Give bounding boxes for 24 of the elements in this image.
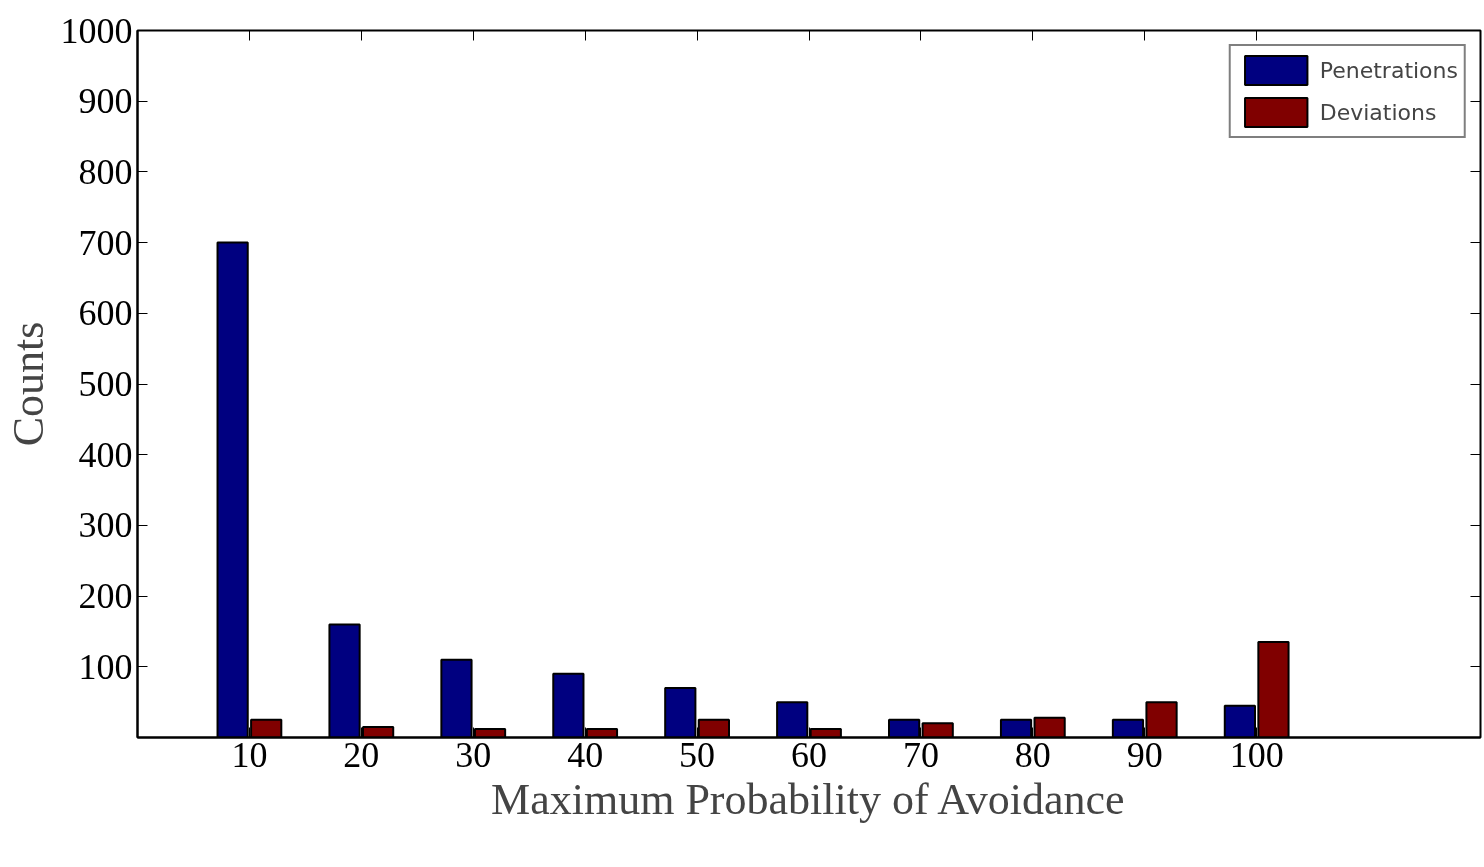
y-tick-label: 600 [78,293,133,334]
y-axis-title: Counts [3,321,53,447]
y-tick-label: 1000 [60,10,133,51]
y-tick-label: 300 [78,505,133,546]
x-tick-label: 60 [791,734,827,775]
x-tick-label: 70 [902,734,939,775]
x-tick-label: 100 [1229,734,1284,775]
x-tick-label: 10 [231,734,268,775]
legend-label: Deviations [1319,99,1437,125]
x-tick-label: 90 [1126,734,1163,775]
x-tick-label: 20 [343,734,380,775]
y-tick-label: 400 [78,434,133,475]
y-tick-label: 200 [78,576,133,617]
y-tick-label: 700 [78,222,133,263]
y-tick-label: 800 [78,151,133,192]
legend-label: Penetrations [1319,57,1458,83]
x-axis-title: Maximum Probability of Avoidance [491,774,1125,824]
x-tick-label: 30 [455,734,492,775]
x-tick-label: 40 [567,734,604,775]
y-tick-label: 900 [78,81,133,122]
y-tick-label: 100 [78,646,133,687]
y-tick-label: 500 [78,364,133,404]
x-tick-label: 80 [1014,734,1051,775]
x-tick-label: 50 [679,734,716,775]
